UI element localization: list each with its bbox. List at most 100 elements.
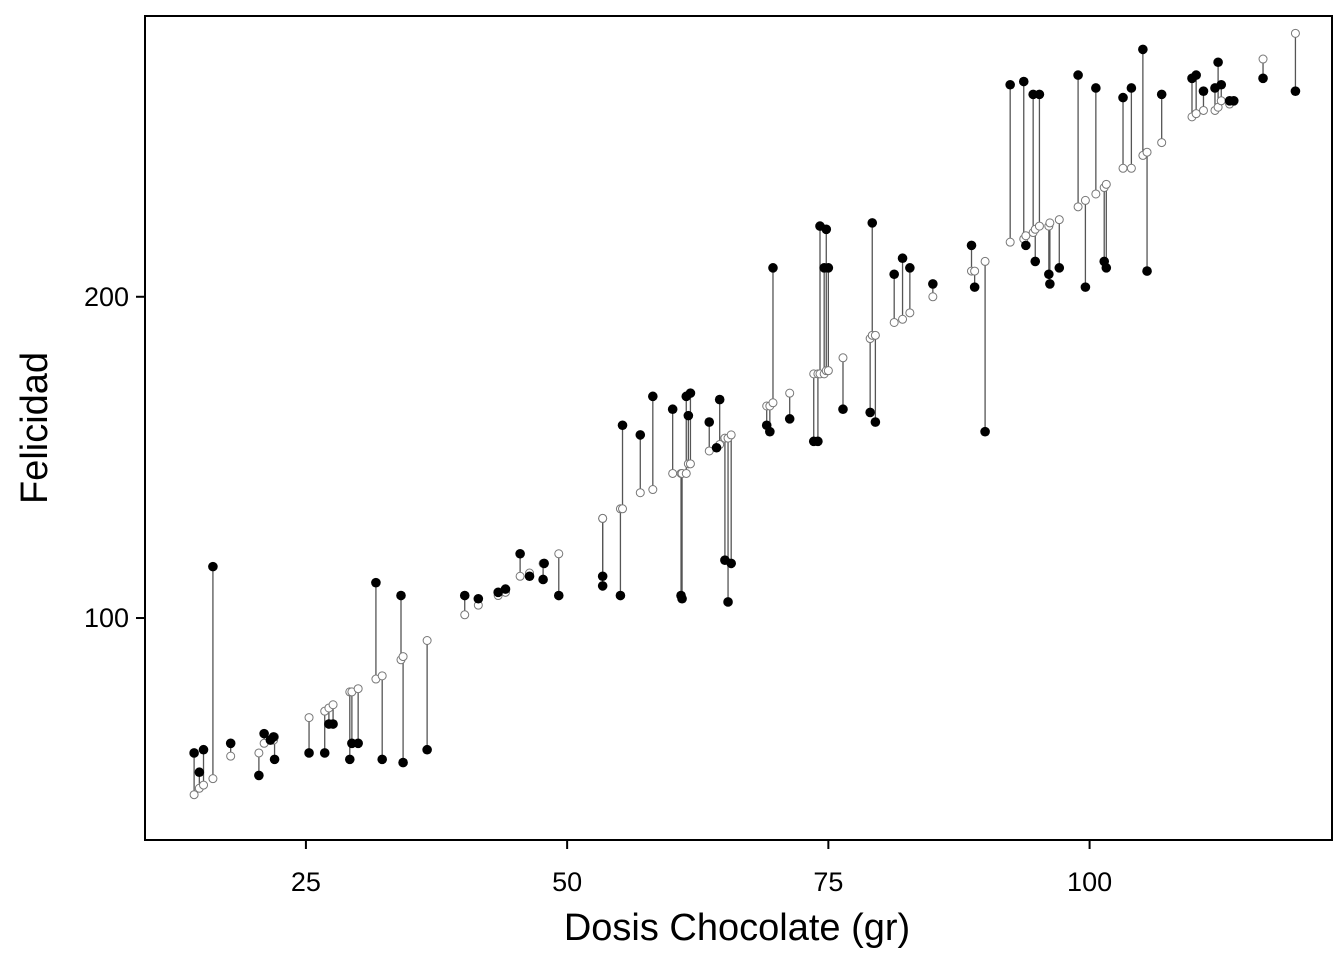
observed-point — [189, 748, 199, 758]
observed-point — [538, 574, 548, 585]
observed-point — [396, 590, 406, 601]
observed-point — [473, 593, 484, 604]
fitted-point — [681, 468, 691, 478]
observed-point — [711, 442, 722, 453]
x-tick-label: 75 — [813, 867, 843, 897]
observed-point — [1073, 70, 1083, 80]
observed-point — [539, 558, 549, 569]
observed-point — [1044, 269, 1054, 280]
observed-point — [1258, 73, 1268, 84]
observed-point — [597, 581, 608, 591]
observed-point — [398, 757, 408, 768]
observed-point — [685, 388, 696, 398]
observed-point — [966, 240, 977, 251]
fitted-point — [1101, 179, 1111, 189]
observed-point — [422, 744, 432, 755]
fitted-point — [618, 504, 628, 514]
observed-point — [726, 558, 736, 569]
observed-point — [648, 391, 658, 402]
observed-point — [617, 420, 628, 431]
observed-point — [905, 263, 915, 273]
fitted-point — [889, 317, 899, 327]
observed-point — [371, 577, 381, 588]
observed-point — [268, 732, 279, 742]
fitted-point — [1290, 28, 1300, 38]
observed-point — [683, 410, 694, 421]
observed-point — [615, 590, 626, 601]
observed-point — [870, 417, 881, 427]
observed-point — [353, 738, 363, 749]
observed-point — [765, 426, 775, 437]
fitted-point — [980, 256, 990, 266]
observed-point — [704, 417, 715, 427]
observed-point — [768, 263, 778, 273]
observed-point — [515, 548, 525, 559]
y-tick-label: 200 — [84, 282, 129, 312]
fitted-point — [870, 330, 880, 340]
fitted-point — [328, 700, 338, 710]
fitted-point — [1034, 221, 1044, 231]
observed-point — [1018, 76, 1029, 87]
observed-point — [635, 430, 646, 440]
x-tick-label: 100 — [1067, 867, 1112, 897]
observed-points — [189, 44, 1301, 781]
observed-point — [928, 279, 938, 289]
fitted-point — [189, 790, 199, 800]
observed-point — [194, 767, 205, 778]
fitted-point — [898, 314, 908, 324]
observed-point — [597, 571, 608, 582]
fitted-point — [422, 636, 432, 646]
observed-point — [1101, 263, 1112, 273]
fitted-point — [1080, 195, 1090, 205]
observed-point — [1156, 89, 1167, 100]
fitted-point — [928, 292, 938, 302]
observed-point — [1138, 44, 1148, 55]
observed-point — [1030, 256, 1041, 267]
fitted-point — [1118, 163, 1128, 173]
fitted-point — [1198, 105, 1208, 115]
y-axis-title: Felicidad — [14, 352, 56, 504]
observed-point — [524, 571, 535, 582]
observed-point — [1034, 89, 1045, 100]
fitted-point — [1021, 231, 1031, 241]
observed-point — [1216, 79, 1227, 90]
observed-point — [823, 263, 834, 273]
observed-point — [319, 748, 330, 758]
observed-point — [723, 597, 733, 607]
observed-point — [889, 269, 899, 280]
fitted-point — [460, 610, 470, 620]
fitted-point — [377, 671, 387, 681]
observed-point — [1118, 92, 1128, 103]
fitted-point — [199, 780, 209, 790]
observed-point — [897, 253, 908, 264]
x-axis: 25 50 75 100 — [291, 840, 1112, 897]
fitted-point — [1005, 237, 1015, 247]
observed-point — [459, 590, 470, 601]
observed-point — [1080, 282, 1091, 292]
observed-point — [259, 728, 269, 739]
fitted-point — [1142, 147, 1152, 157]
observed-point — [1191, 70, 1201, 80]
observed-point — [1054, 263, 1065, 273]
fitted-point — [1191, 109, 1201, 119]
observed-point — [1005, 79, 1015, 90]
fitted-point — [1073, 202, 1083, 212]
observed-point — [254, 770, 264, 781]
observed-point — [1290, 86, 1301, 96]
observed-point — [377, 754, 387, 765]
y-tick-label: 100 — [84, 603, 129, 633]
fitted-point — [768, 398, 778, 408]
residual-lines — [193, 33, 1297, 795]
observed-point — [493, 587, 503, 598]
observed-point — [328, 719, 338, 729]
x-axis-title: Dosis Chocolate (gr) — [564, 907, 910, 949]
x-tick-label: 50 — [552, 867, 582, 897]
fitted-point — [554, 549, 564, 559]
fitted-point — [785, 388, 795, 398]
fitted-point — [726, 430, 736, 440]
fitted-point — [598, 513, 608, 523]
observed-point — [553, 590, 564, 601]
observed-point — [813, 436, 823, 447]
